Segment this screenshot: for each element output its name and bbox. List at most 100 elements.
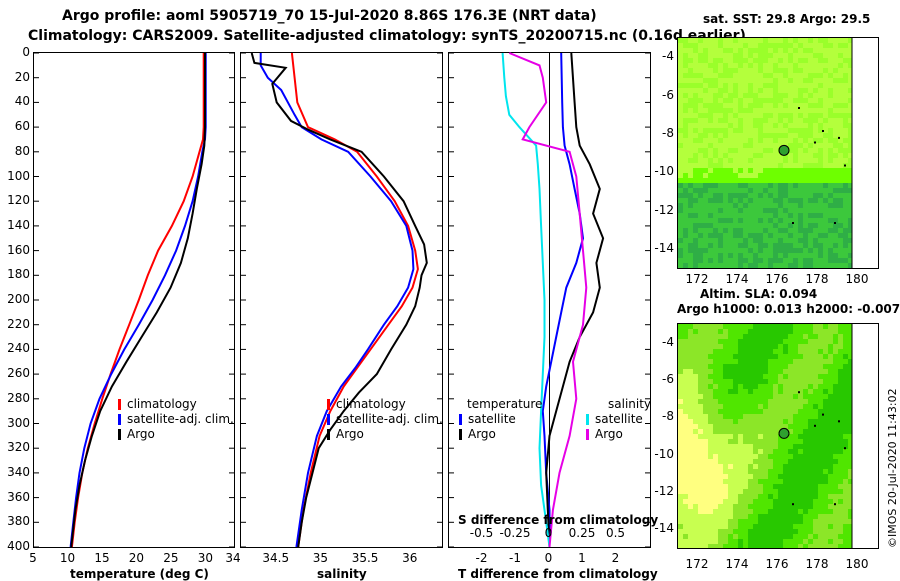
- map-cell: [743, 123, 748, 128]
- x-tick-label: 0.25: [568, 526, 596, 540]
- map-cell: [703, 68, 708, 73]
- map-cell: [688, 173, 693, 178]
- map-cell: [843, 409, 848, 414]
- map-cell: [838, 454, 843, 459]
- map-cell: [838, 324, 843, 329]
- map-cell: [683, 479, 688, 484]
- map-cell: [763, 434, 768, 439]
- map-cell: [788, 379, 793, 384]
- map-cell: [848, 509, 853, 514]
- map-cell: [773, 258, 778, 263]
- map-cell: [713, 529, 718, 534]
- map-cell: [808, 133, 813, 138]
- map-cell: [803, 359, 808, 364]
- sla-map-image: [678, 324, 878, 548]
- map-cell: [773, 499, 778, 504]
- map-cell: [843, 223, 848, 228]
- map-cell: [708, 233, 713, 238]
- map-cell: [783, 424, 788, 429]
- map-cell: [723, 138, 728, 143]
- map-cell: [843, 469, 848, 474]
- map-cell: [693, 394, 698, 399]
- map-cell: [698, 349, 703, 354]
- map-cell: [678, 404, 683, 409]
- map-cell: [718, 253, 723, 258]
- map-cell: [728, 464, 733, 469]
- map-cell: [848, 243, 853, 248]
- map-cell: [808, 123, 813, 128]
- map-cell: [783, 464, 788, 469]
- map-cell: [748, 364, 753, 369]
- map-cell: [803, 133, 808, 138]
- map-cell: [753, 424, 758, 429]
- map-cell: [743, 158, 748, 163]
- map-cell: [833, 98, 838, 103]
- map-cell: [798, 218, 803, 223]
- map-cell: [758, 203, 763, 208]
- map-cell: [693, 494, 698, 499]
- map-cell: [708, 489, 713, 494]
- map-cell: [723, 68, 728, 73]
- map-cell: [773, 479, 778, 484]
- island: [814, 424, 816, 427]
- map-cell: [838, 238, 843, 243]
- map-cell: [708, 158, 713, 163]
- map-cell: [793, 339, 798, 344]
- map-cell: [803, 193, 808, 198]
- map-cell: [683, 389, 688, 394]
- map-cell: [678, 133, 683, 138]
- map-cell: [788, 339, 793, 344]
- map-cell: [733, 118, 738, 123]
- map-cell: [738, 188, 743, 193]
- map-cell: [783, 469, 788, 474]
- map-cell: [713, 88, 718, 93]
- map-cell: [793, 514, 798, 519]
- map-cell: [788, 48, 793, 53]
- map-cell: [698, 123, 703, 128]
- map-cell: [808, 489, 813, 494]
- map-cell: [783, 88, 788, 93]
- map-cell: [793, 539, 798, 544]
- map-cell: [723, 394, 728, 399]
- map-cell: [778, 484, 783, 489]
- map-cell: [678, 374, 683, 379]
- map-cell: [783, 509, 788, 514]
- map-cell: [818, 103, 823, 108]
- map-cell: [813, 499, 818, 504]
- map-cell: [713, 419, 718, 424]
- map-cell: [733, 68, 738, 73]
- map-cell: [698, 148, 703, 153]
- map-cell: [763, 329, 768, 334]
- map-cell: [803, 123, 808, 128]
- map-cell: [833, 163, 838, 168]
- map-cell: [813, 208, 818, 213]
- map-cell: [773, 334, 778, 339]
- map-cell: [688, 73, 693, 78]
- map-cell: [678, 163, 683, 168]
- map-cell: [758, 384, 763, 389]
- map-cell: [768, 519, 773, 524]
- map-cell: [698, 38, 703, 43]
- map-cell: [788, 534, 793, 539]
- map-cell: [683, 93, 688, 98]
- map-cell: [768, 98, 773, 103]
- map-cell: [838, 439, 843, 444]
- map-cell: [808, 414, 813, 419]
- map-cell: [848, 98, 853, 103]
- map-cell: [698, 529, 703, 534]
- map-cell: [728, 248, 733, 253]
- map-cell: [688, 454, 693, 459]
- map-cell: [848, 253, 853, 258]
- map-cell: [838, 414, 843, 419]
- map-cell: [838, 394, 843, 399]
- map-cell: [833, 113, 838, 118]
- map-cell: [793, 153, 798, 158]
- map-cell: [818, 524, 823, 529]
- map-cell: [808, 499, 813, 504]
- map-cell: [703, 58, 708, 63]
- map-cell: [793, 414, 798, 419]
- map-cell: [783, 183, 788, 188]
- map-cell: [833, 173, 838, 178]
- map-cell: [793, 193, 798, 198]
- map-cell: [808, 58, 813, 63]
